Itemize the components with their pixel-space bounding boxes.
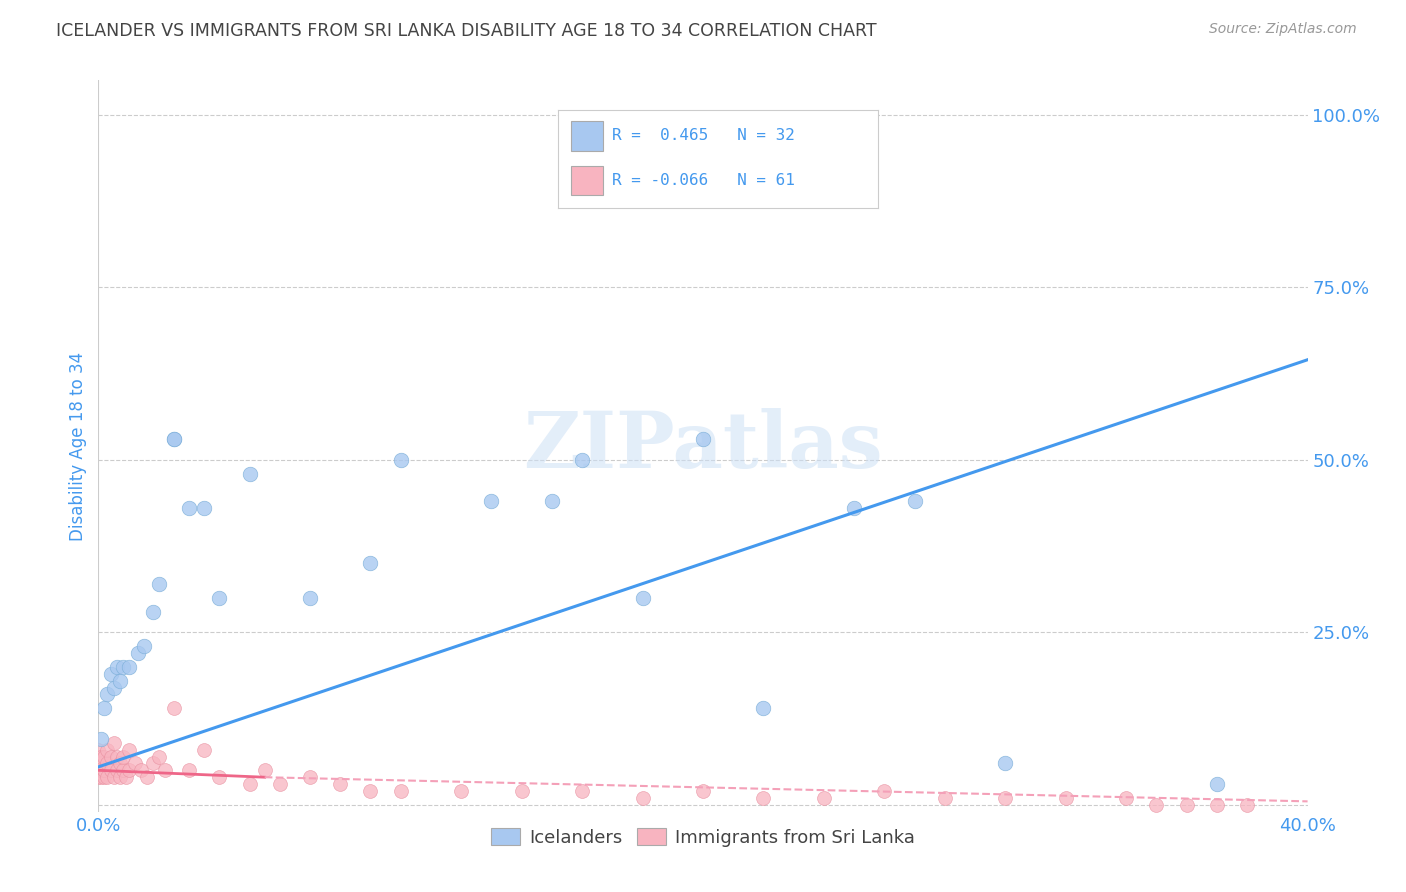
Point bbox=[103, 681, 125, 695]
Point bbox=[90, 732, 112, 747]
Legend: Icelanders, Immigrants from Sri Lanka: Icelanders, Immigrants from Sri Lanka bbox=[484, 821, 922, 854]
Point bbox=[208, 591, 231, 605]
Point bbox=[844, 501, 866, 516]
Point bbox=[299, 770, 322, 784]
Point bbox=[1206, 797, 1229, 812]
Point bbox=[93, 770, 115, 784]
Point bbox=[208, 770, 231, 784]
Point bbox=[87, 742, 110, 756]
Point bbox=[108, 673, 131, 688]
Point bbox=[93, 749, 115, 764]
Point bbox=[692, 784, 714, 798]
Point bbox=[87, 749, 110, 764]
Point bbox=[994, 756, 1017, 771]
Point bbox=[100, 764, 122, 778]
Point bbox=[111, 660, 134, 674]
Point bbox=[148, 749, 170, 764]
Y-axis label: Disability Age 18 to 34: Disability Age 18 to 34 bbox=[69, 351, 87, 541]
Point bbox=[389, 784, 412, 798]
Point bbox=[118, 660, 141, 674]
Point bbox=[1236, 797, 1258, 812]
Point bbox=[163, 432, 186, 446]
Point bbox=[193, 742, 215, 756]
Point bbox=[105, 764, 128, 778]
Point bbox=[450, 784, 472, 798]
Point bbox=[1115, 791, 1137, 805]
Point bbox=[90, 756, 112, 771]
Point bbox=[87, 764, 110, 778]
Point bbox=[873, 784, 896, 798]
Point bbox=[389, 452, 412, 467]
Point bbox=[90, 749, 112, 764]
Text: ICELANDER VS IMMIGRANTS FROM SRI LANKA DISABILITY AGE 18 TO 34 CORRELATION CHART: ICELANDER VS IMMIGRANTS FROM SRI LANKA D… bbox=[56, 22, 877, 40]
Text: Source: ZipAtlas.com: Source: ZipAtlas.com bbox=[1209, 22, 1357, 37]
Point bbox=[111, 749, 134, 764]
Point bbox=[360, 784, 382, 798]
Point bbox=[127, 646, 149, 660]
Point bbox=[90, 770, 112, 784]
Point bbox=[239, 467, 262, 481]
Point bbox=[96, 770, 118, 784]
Point bbox=[96, 742, 118, 756]
Point bbox=[481, 494, 503, 508]
Point bbox=[752, 701, 775, 715]
Point bbox=[179, 764, 201, 778]
Point bbox=[96, 756, 118, 771]
Point bbox=[132, 639, 155, 653]
Point bbox=[631, 791, 654, 805]
Point bbox=[239, 777, 262, 791]
Point bbox=[329, 777, 352, 791]
Point bbox=[87, 770, 110, 784]
Point bbox=[631, 591, 654, 605]
Point bbox=[540, 494, 562, 508]
Point bbox=[103, 770, 125, 784]
Point bbox=[118, 764, 141, 778]
Point bbox=[360, 557, 382, 571]
Point bbox=[994, 791, 1017, 805]
Point bbox=[253, 764, 276, 778]
Point bbox=[142, 756, 165, 771]
Point bbox=[571, 452, 593, 467]
Point bbox=[179, 501, 201, 516]
Point bbox=[1144, 797, 1167, 812]
Point bbox=[269, 777, 291, 791]
Point bbox=[135, 770, 157, 784]
Point bbox=[1175, 797, 1198, 812]
Point bbox=[163, 701, 186, 715]
Point bbox=[90, 764, 112, 778]
Point bbox=[87, 756, 110, 771]
Point bbox=[100, 749, 122, 764]
Point bbox=[96, 687, 118, 701]
Point bbox=[93, 701, 115, 715]
Point bbox=[114, 770, 136, 784]
Point bbox=[163, 432, 186, 446]
Point bbox=[193, 501, 215, 516]
Point bbox=[1054, 791, 1077, 805]
Point bbox=[299, 591, 322, 605]
Point bbox=[752, 791, 775, 805]
Point bbox=[129, 764, 152, 778]
Point bbox=[111, 764, 134, 778]
Point bbox=[118, 742, 141, 756]
Point bbox=[103, 736, 125, 750]
Point bbox=[93, 764, 115, 778]
Point bbox=[105, 660, 128, 674]
Point bbox=[904, 494, 927, 508]
Point bbox=[934, 791, 956, 805]
Point bbox=[1206, 777, 1229, 791]
Point bbox=[153, 764, 176, 778]
Point bbox=[142, 605, 165, 619]
Point bbox=[510, 784, 533, 798]
Point bbox=[100, 666, 122, 681]
Text: ZIPatlas: ZIPatlas bbox=[523, 408, 883, 484]
Point bbox=[124, 756, 146, 771]
Point bbox=[108, 756, 131, 771]
Point bbox=[692, 432, 714, 446]
Point bbox=[108, 770, 131, 784]
Point bbox=[571, 784, 593, 798]
Point bbox=[148, 577, 170, 591]
Point bbox=[105, 749, 128, 764]
Point bbox=[813, 791, 835, 805]
